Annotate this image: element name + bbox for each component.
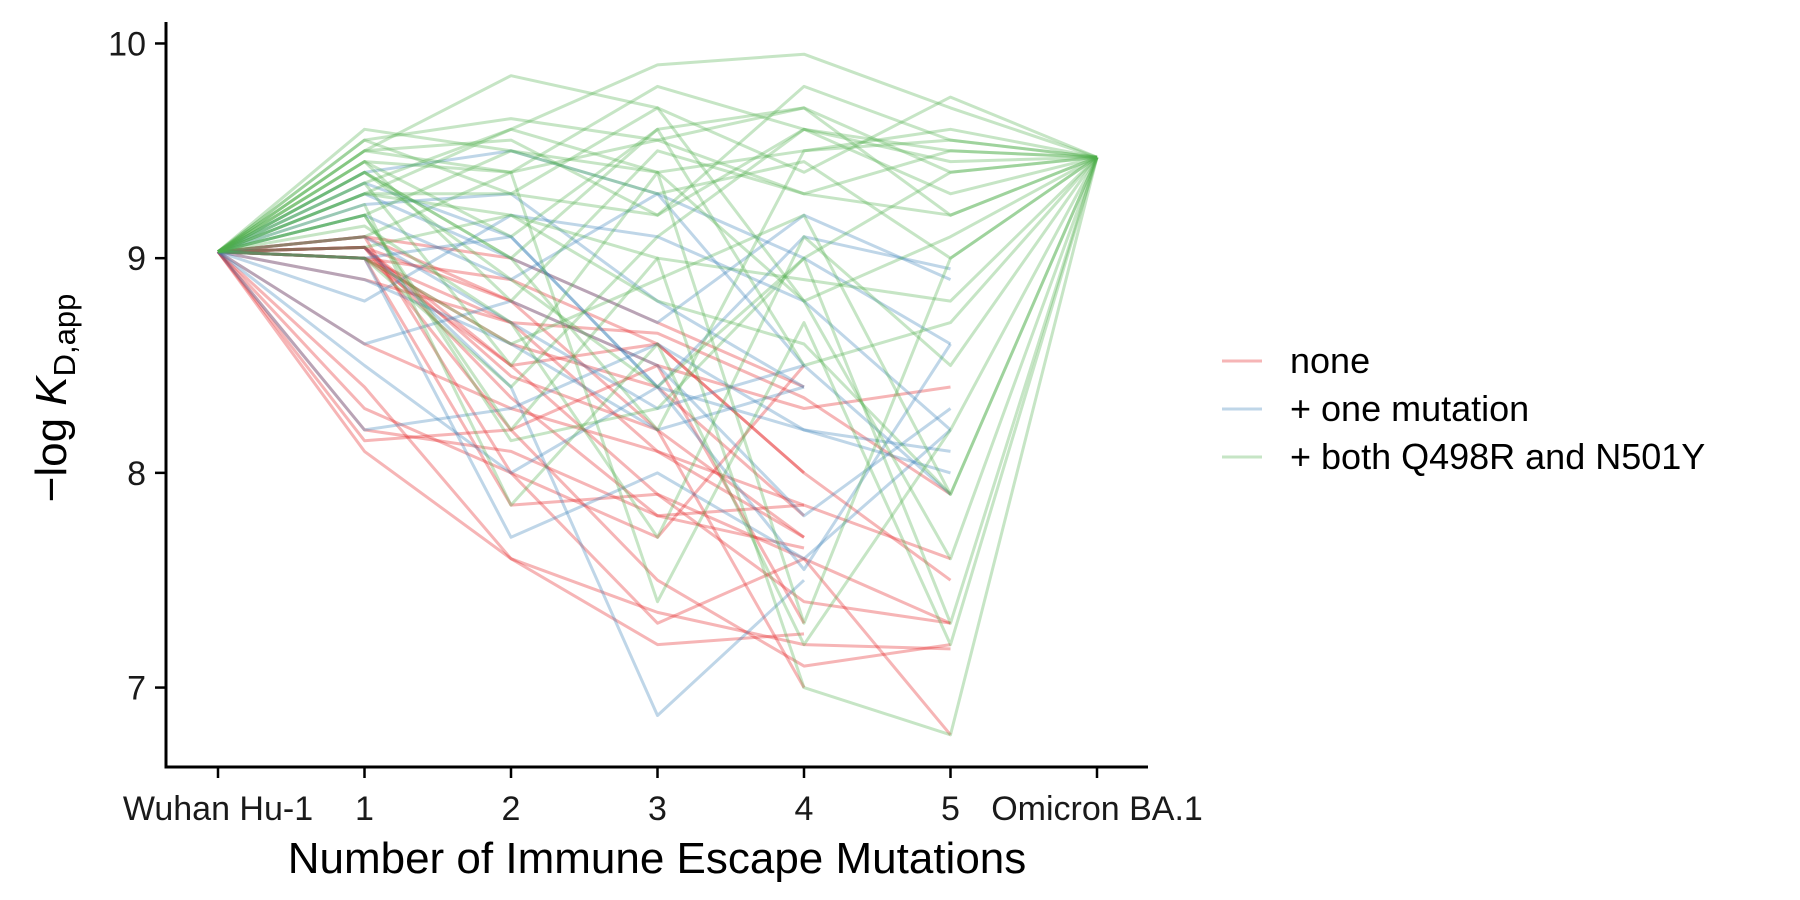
y-tick-label-0: 7 (127, 670, 146, 708)
series-0-line-11 (217, 250, 805, 517)
series-2-line-3 (217, 84, 1098, 254)
series-2-line-1 (217, 74, 1098, 253)
series-2-line-13 (217, 149, 1098, 260)
series-0-line-5 (216, 250, 805, 647)
series-1 (216, 149, 952, 717)
y-axis-title-symbol: K (27, 375, 76, 406)
series-2-line-7 (217, 156, 1099, 432)
series-0 (216, 235, 952, 736)
series-0-line-3 (217, 250, 805, 539)
series-0-line-8 (217, 250, 805, 475)
series-0-line-12 (217, 245, 805, 550)
series-1-line-11 (217, 192, 805, 389)
series-2-line-12 (217, 156, 1099, 625)
series-2-line-5 (217, 84, 1098, 253)
series-0-line-10 (217, 250, 952, 496)
series-2-line-6 (217, 149, 1098, 303)
series-1-line-13 (217, 235, 951, 389)
series-1-line-8 (216, 250, 951, 453)
series-2-line-15 (217, 127, 1098, 389)
series-2-line-19 (217, 106, 1099, 561)
series-2-line-25 (217, 155, 1098, 443)
series-1-line-10 (217, 235, 952, 496)
x-tick-label-0: Wuhan Hu-1 (123, 790, 313, 828)
series-0-line-0 (217, 235, 805, 389)
series-1-line-1 (217, 192, 952, 325)
series-1-line-0 (217, 181, 951, 475)
series-0-line-15 (216, 250, 806, 624)
series-0-line-9 (217, 245, 951, 668)
series-2-line-11 (217, 156, 1099, 737)
series-1-line-2 (217, 250, 805, 432)
series-0-line-7 (216, 250, 952, 736)
series-0-line-13 (217, 235, 951, 410)
series-1-line-9 (217, 250, 952, 561)
legend-label-1: + one mutation (1290, 388, 1529, 429)
x-tick-label-3: 3 (648, 790, 667, 828)
series-2-line-10 (217, 149, 1099, 647)
series-0-line-2 (217, 250, 951, 625)
series-2-line-17 (217, 156, 1099, 647)
y-axis-title: −log KD,app (27, 294, 82, 503)
series-0-line-6 (217, 245, 806, 689)
x-tick-label-1: 1 (355, 790, 374, 828)
series-2-line-2 (217, 52, 1098, 254)
x-tick-label-6: Omicron BA.1 (991, 790, 1203, 828)
y-tick-label-1: 8 (127, 455, 146, 493)
series-2-line-18 (217, 138, 1098, 432)
series-0-line-18 (217, 235, 806, 539)
series-0-line-19 (216, 250, 951, 651)
series-2-line-9 (217, 156, 1099, 496)
legend-label-0: none (1290, 340, 1370, 381)
series-0-line-16 (217, 245, 952, 582)
y-axis-title-prefix: −log (27, 406, 76, 503)
series-0-line-1 (217, 245, 805, 539)
series-2-line-8 (217, 127, 1098, 303)
x-axis-title: Number of Immune Escape Mutations (288, 834, 1027, 883)
series-2-line-20 (217, 156, 1099, 539)
series-2-line-0 (217, 127, 1098, 253)
series-2-line-4 (217, 106, 1098, 260)
series-2-line-22 (217, 156, 1098, 625)
series-2-line-14 (217, 127, 1099, 367)
series-2-line-24 (217, 138, 1098, 253)
y-tick-label-2: 9 (127, 240, 146, 278)
series-0-line-14 (217, 250, 952, 561)
x-tick-label-2: 2 (502, 790, 521, 828)
series-1-line-4 (217, 245, 806, 717)
series-1-line-12 (217, 250, 952, 571)
series-2 (217, 52, 1099, 737)
series-1-line-6 (217, 149, 952, 346)
legend-label-2: + both Q498R and N501Y (1290, 436, 1705, 477)
x-tick-label-4: 4 (795, 790, 814, 828)
series-2-line-16 (217, 106, 1098, 253)
y-tick-label-3: 10 (108, 25, 146, 63)
legend: none + one mutation + both Q498R and N501Y (1222, 340, 1705, 477)
series-0-line-17 (217, 250, 952, 625)
series-1-line-7 (217, 192, 806, 367)
series-2-line-21 (217, 127, 1098, 253)
axes: Wuhan Hu-1 1 2 3 4 5 Omicron BA.1 7 8 9 10 (108, 22, 1203, 828)
series-1-line-3 (217, 213, 952, 432)
series-lines (216, 52, 1099, 737)
y-axis-title-subscript: D,app (47, 294, 82, 377)
ticks: Wuhan Hu-1 1 2 3 4 5 Omicron BA.1 7 8 9 10 (108, 25, 1203, 828)
series-1-line-5 (217, 250, 952, 518)
series-2-line-23 (217, 156, 1099, 496)
x-tick-label-5: 5 (941, 790, 960, 828)
series-0-line-4 (216, 250, 805, 518)
